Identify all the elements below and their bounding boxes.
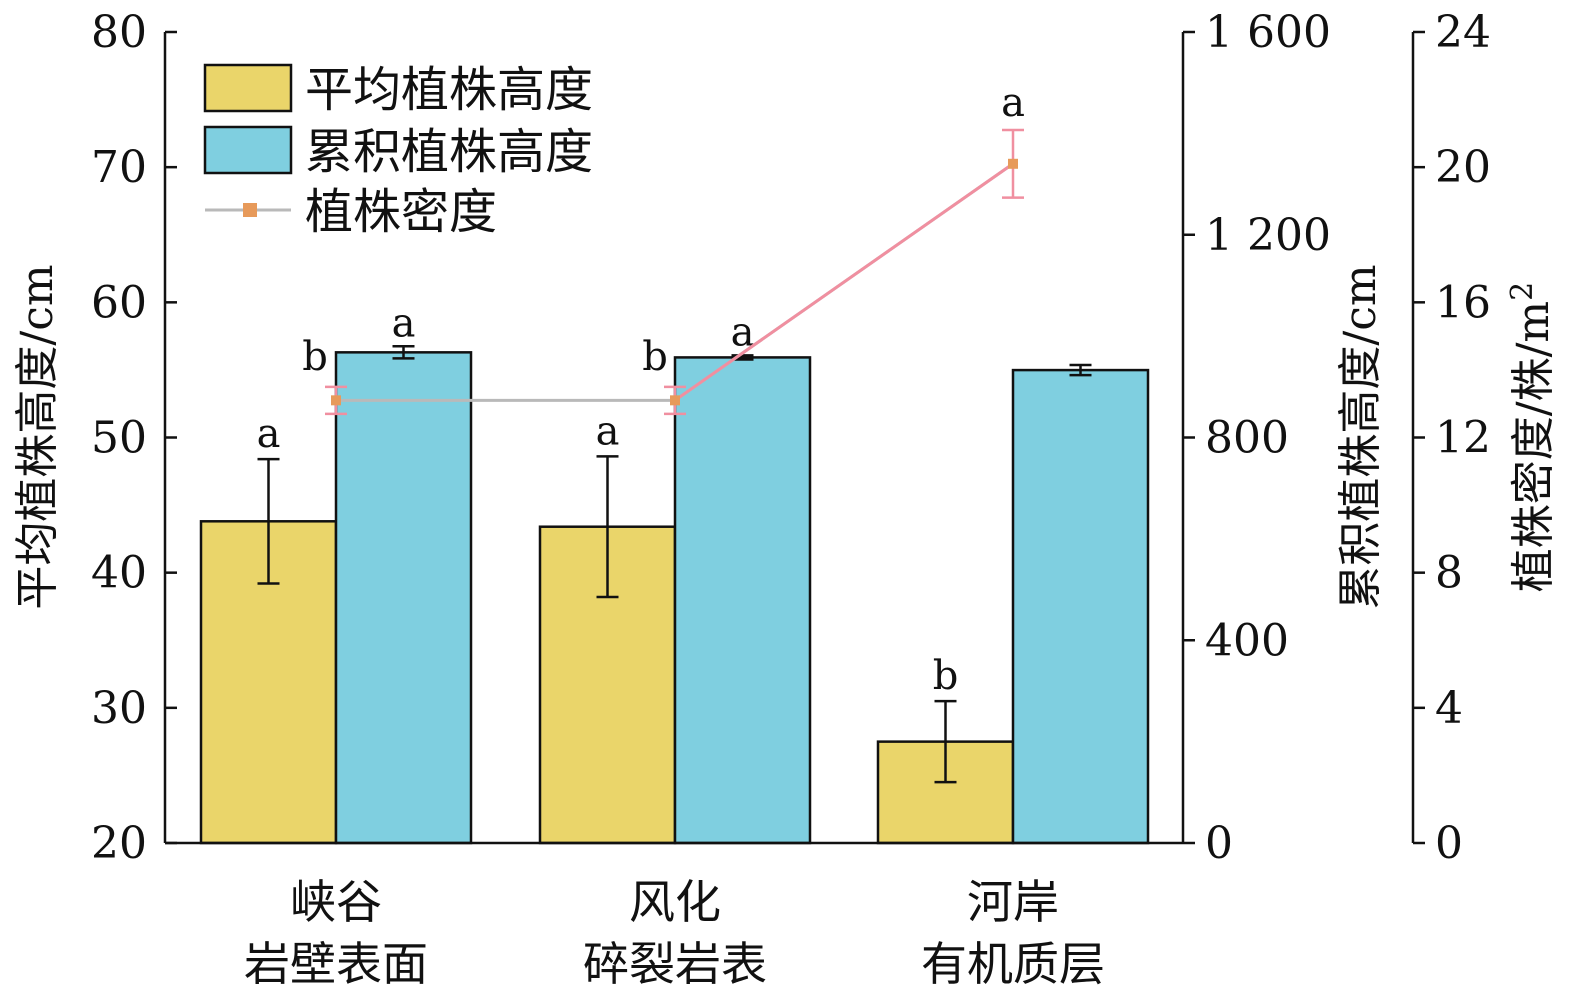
- right-axis-1-tick-label: 800: [1205, 413, 1289, 464]
- left-axis-tick-label: 40: [91, 548, 147, 599]
- legend-swatch-avg-height: [203, 63, 293, 113]
- category-label-line2: 岩壁表面: [244, 937, 428, 991]
- right-axis-2-tick-label: 4: [1435, 683, 1463, 734]
- density-line-group: a: [325, 80, 1025, 416]
- bar-cum-height: [673, 356, 812, 845]
- right-axis-1-title: 累积植株高度/cm: [1335, 264, 1386, 609]
- left-axis-title: 平均植株高度/cm: [12, 264, 63, 609]
- category-label-line2: 碎裂岩表: [583, 937, 767, 991]
- left-axis-tick-label: 50: [91, 413, 147, 464]
- sig-letter-density-point: a: [1001, 80, 1025, 126]
- sig-letter-density: b: [302, 334, 328, 380]
- left-axis-tick-label: 80: [91, 7, 147, 58]
- density-point: [331, 395, 341, 406]
- right-axis-1-tick-label: 0: [1205, 818, 1233, 869]
- right-axis-1-tick-label: 1 600: [1205, 7, 1331, 58]
- category-label-line2: 有机质层: [921, 937, 1105, 991]
- density-point: [670, 395, 680, 406]
- bar-cum-height: [334, 351, 473, 845]
- left-axis-tick-label: 20: [91, 818, 147, 869]
- right-axis-1-tick-label: 1 200: [1205, 210, 1331, 261]
- legend-label-cum-height: 累积植株高度: [305, 124, 593, 180]
- left-axis-tick-label: 30: [91, 683, 147, 734]
- sig-letter-avg-height: a: [257, 411, 281, 457]
- right-axis-2-tick-label: 16: [1435, 277, 1491, 328]
- right-axis-2-tick-label: 20: [1435, 142, 1491, 193]
- sig-letter-density: b: [642, 334, 668, 380]
- legend-label-density: 植株密度: [305, 184, 497, 240]
- category-label-line1: 风化: [629, 875, 721, 929]
- bar-cum-height: [1011, 368, 1150, 845]
- right-axis-2-tick-label: 24: [1435, 7, 1491, 58]
- density-line-pink: [674, 162, 1014, 402]
- density-point: [1008, 158, 1018, 169]
- right-axis-2-tick-label: 0: [1435, 818, 1463, 869]
- left-axis-tick-label: 60: [91, 277, 147, 328]
- sig-letter-avg-height: a: [596, 408, 620, 454]
- right-axis-2-title: 植株密度/株/m2: [1505, 282, 1559, 592]
- category-label-line1: 峡谷: [290, 875, 382, 929]
- sig-letter-cum-height: a: [731, 309, 755, 355]
- right-axis-2-tick-label: 12: [1435, 413, 1491, 464]
- sig-letter-cum-height: a: [392, 300, 416, 346]
- right-axis-2-title-superscript: 2: [1505, 282, 1540, 301]
- legend-label-avg-height: 平均植株高度: [305, 62, 593, 118]
- right-axis-2-tick-label: 8: [1435, 548, 1463, 599]
- legend-marker-density: [243, 203, 257, 217]
- right-axis-1-tick-label: 400: [1205, 615, 1289, 666]
- sig-letter-avg-height: b: [933, 653, 959, 699]
- category-label-line1: 河岸: [967, 875, 1059, 929]
- legend-swatch-cum-height: [203, 125, 293, 175]
- left-axis-tick-label: 70: [91, 142, 147, 193]
